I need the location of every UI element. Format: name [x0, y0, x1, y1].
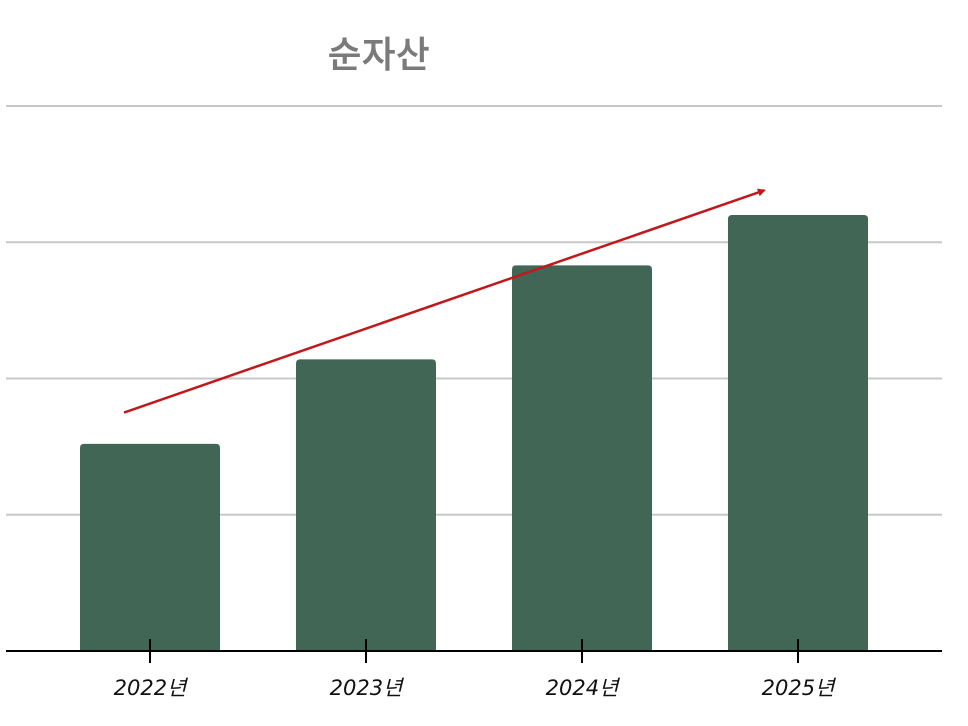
bar: [296, 359, 436, 651]
x-tick-label: 2022년: [114, 676, 189, 700]
x-axis: 2022년 2023년 2024년 2025년: [6, 639, 942, 700]
chart-title: 순자산: [328, 35, 431, 76]
bar: [80, 443, 220, 651]
bars: [80, 215, 868, 651]
x-tick-label: 2025년: [762, 676, 837, 700]
bar: [512, 265, 652, 651]
x-tick-label: 2023년: [330, 676, 405, 700]
x-tick-label: 2024년: [546, 676, 621, 700]
bar: [728, 215, 868, 651]
trend-arrow-line: [123, 188, 766, 414]
trend-arrow: [123, 188, 766, 414]
